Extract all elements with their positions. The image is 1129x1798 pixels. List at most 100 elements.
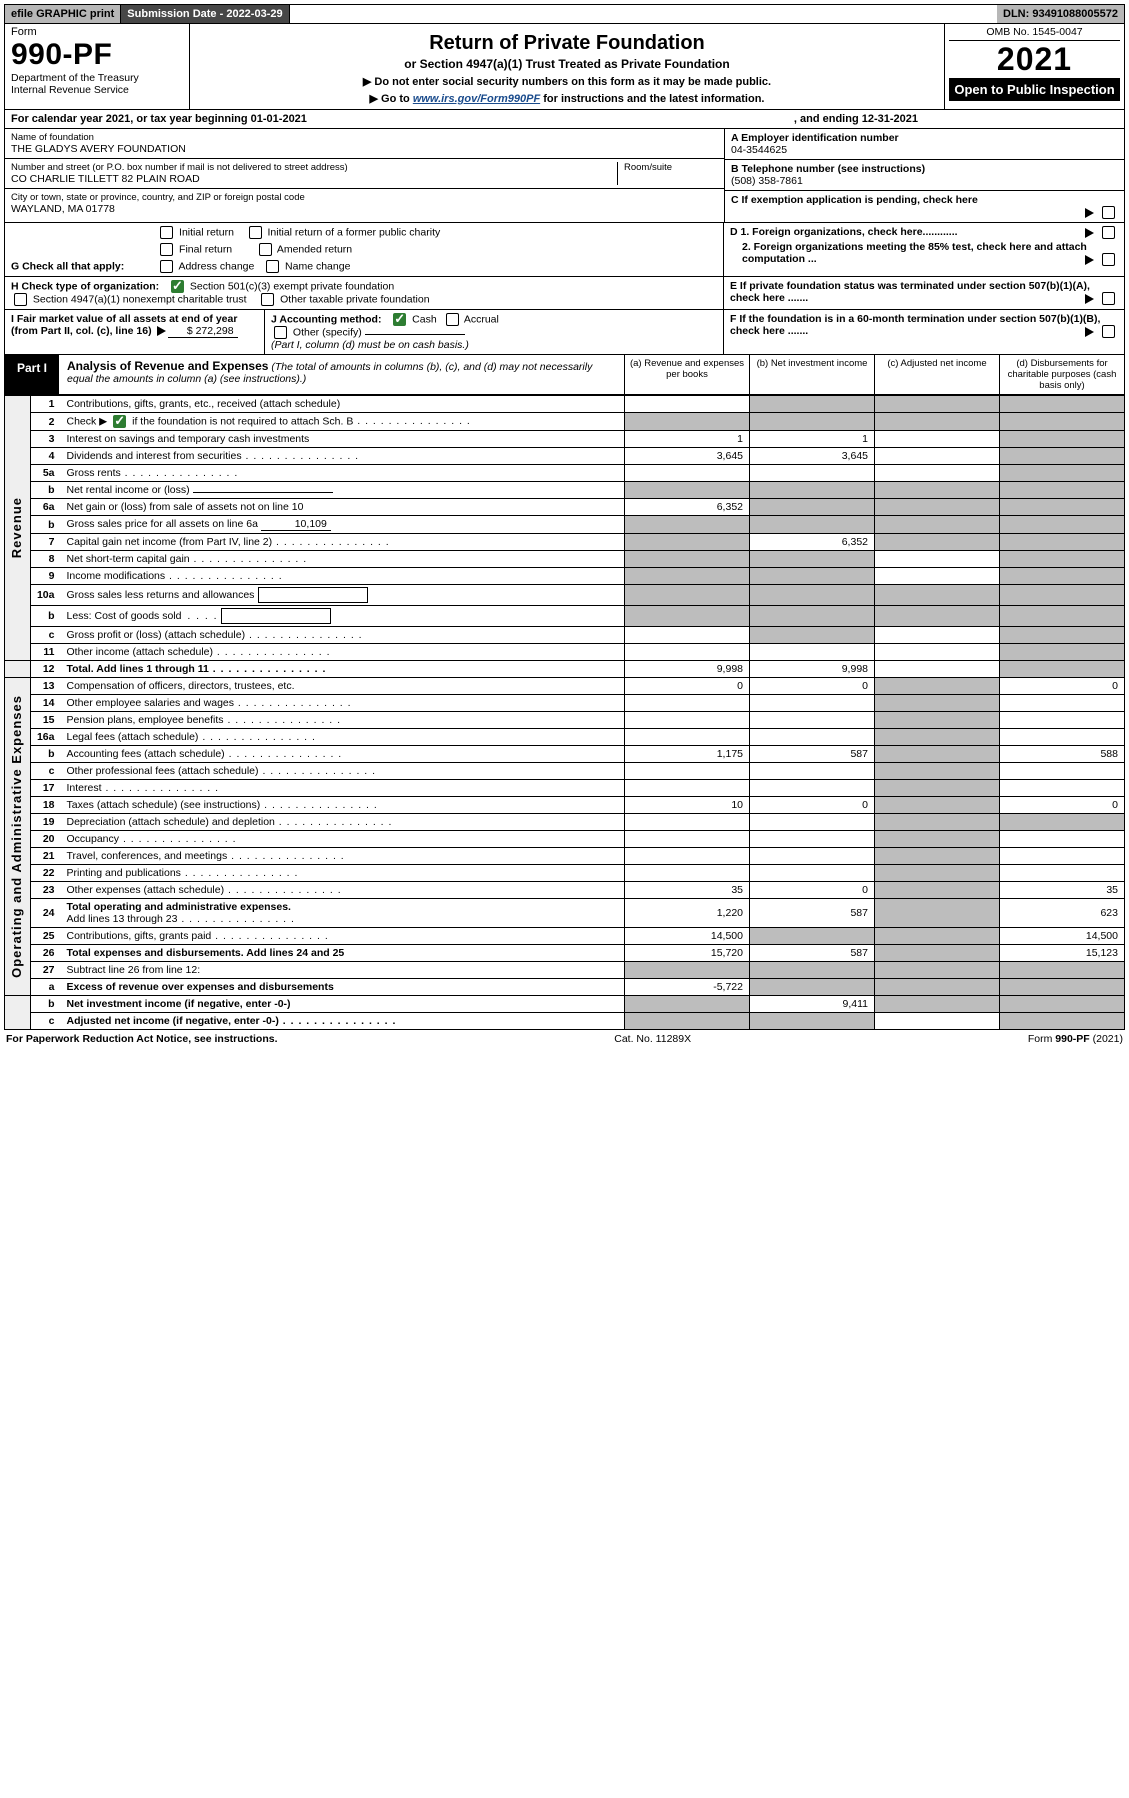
column-headers: (a) Revenue and expenses per books (b) N…	[624, 355, 1124, 394]
table-row: bNet investment income (if negative, ent…	[5, 996, 1125, 1013]
form-subtitle: or Section 4947(a)(1) Trust Treated as P…	[196, 57, 938, 71]
col-a-header: (a) Revenue and expenses per books	[624, 355, 749, 394]
form-header: Form 990-PF Department of the Treasury I…	[4, 24, 1125, 110]
f-checkbox[interactable]	[1102, 325, 1115, 338]
final-return-checkbox[interactable]	[160, 243, 173, 256]
table-row: 23Other expenses (attach schedule)35035	[5, 882, 1125, 899]
telephone-cell: B Telephone number (see instructions) (5…	[725, 160, 1124, 191]
g-d-row: G Check all that apply: Initial return I…	[4, 223, 1125, 277]
opex-sidebar: Operating and Administrative Expenses	[5, 678, 31, 996]
g-label: G Check all that apply:	[11, 260, 124, 272]
table-row: 27Subtract line 26 from line 12:	[5, 962, 1125, 979]
accrual-checkbox[interactable]	[446, 313, 459, 326]
table-row: 8Net short-term capital gain	[5, 551, 1125, 568]
goto-link-line: ▶ Go to www.irs.gov/Form990PF for instru…	[196, 92, 938, 105]
d1-checkbox[interactable]	[1102, 226, 1115, 239]
table-row: cGross profit or (loss) (attach schedule…	[5, 627, 1125, 644]
header-right: OMB No. 1545-0047 2021 Open to Public In…	[944, 24, 1124, 109]
table-row: Operating and Administrative Expenses 13…	[5, 678, 1125, 695]
i-j-f-row: I Fair market value of all assets at end…	[4, 310, 1125, 355]
table-row: 15Pension plans, employee benefits	[5, 712, 1125, 729]
table-row: 17Interest	[5, 780, 1125, 797]
501c3-checkbox[interactable]	[171, 280, 184, 293]
table-row: Revenue 1Contributions, gifts, grants, e…	[5, 396, 1125, 413]
table-row: 26Total expenses and disbursements. Add …	[5, 945, 1125, 962]
foundation-name: THE GLADYS AVERY FOUNDATION	[11, 143, 718, 155]
revenue-sidebar: Revenue	[5, 396, 31, 661]
col-d-header: (d) Disbursements for charitable purpose…	[999, 355, 1124, 394]
name-change-checkbox[interactable]	[266, 260, 279, 273]
table-row: 9Income modifications	[5, 568, 1125, 585]
room-suite-label: Room/suite	[624, 162, 714, 173]
other-method-checkbox[interactable]	[274, 326, 287, 339]
part1-table: Revenue 1Contributions, gifts, grants, e…	[4, 395, 1125, 1030]
part1-header: Part I Analysis of Revenue and Expenses …	[4, 355, 1125, 395]
4947a1-checkbox[interactable]	[14, 293, 27, 306]
part1-description: Analysis of Revenue and Expenses (The to…	[59, 355, 624, 394]
c-exemption-cell: C If exemption application is pending, c…	[725, 191, 1124, 222]
h-e-row: H Check type of organization: Section 50…	[4, 277, 1125, 310]
j-note: (Part I, column (d) must be on cash basi…	[271, 339, 469, 351]
catalog-number: Cat. No. 11289X	[278, 1033, 1028, 1045]
address-cell: Number and street (or P.O. box number if…	[5, 159, 724, 189]
table-row: 16aLegal fees (attach schedule)	[5, 729, 1125, 746]
j-label: J Accounting method:	[271, 313, 381, 325]
e-label: E If private foundation status was termi…	[730, 280, 1090, 304]
irs-label: Internal Revenue Service	[11, 84, 183, 96]
submission-date: Submission Date - 2022-03-29	[121, 5, 289, 23]
form-title: Return of Private Foundation	[196, 32, 938, 55]
table-row: 20Occupancy	[5, 831, 1125, 848]
dept-treasury: Department of the Treasury	[11, 72, 183, 84]
ssn-warning: ▶ Do not enter social security numbers o…	[196, 75, 938, 88]
foundation-name-cell: Name of foundation THE GLADYS AVERY FOUN…	[5, 129, 724, 159]
dln: DLN: 93491088005572	[997, 5, 1124, 23]
d1-label: D 1. Foreign organizations, check here..…	[730, 226, 958, 238]
table-row: 21Travel, conferences, and meetings	[5, 848, 1125, 865]
table-row: 18Taxes (attach schedule) (see instructi…	[5, 797, 1125, 814]
e-checkbox[interactable]	[1102, 292, 1115, 305]
table-row: 7Capital gain net income (from Part IV, …	[5, 534, 1125, 551]
table-row: 5aGross rents	[5, 465, 1125, 482]
omb-number: OMB No. 1545-0047	[949, 26, 1120, 41]
form-word: Form	[11, 26, 183, 38]
table-row: 12Total. Add lines 1 through 119,9989,99…	[5, 661, 1125, 678]
table-row: aExcess of revenue over expenses and dis…	[5, 979, 1125, 996]
table-row: bNet rental income or (loss)	[5, 482, 1125, 499]
table-row: cAdjusted net income (if negative, enter…	[5, 1013, 1125, 1030]
arrow-icon	[1085, 208, 1094, 218]
cash-checkbox[interactable]	[393, 313, 406, 326]
other-taxable-checkbox[interactable]	[261, 293, 274, 306]
form-title-block: Return of Private Foundation or Section …	[190, 24, 944, 109]
table-row: cOther professional fees (attach schedul…	[5, 763, 1125, 780]
ein: 04-3544625	[731, 144, 1118, 156]
table-row: 24Total operating and administrative exp…	[5, 899, 1125, 928]
initial-return-checkbox[interactable]	[160, 226, 173, 239]
table-row: 22Printing and publications	[5, 865, 1125, 882]
amended-return-checkbox[interactable]	[259, 243, 272, 256]
telephone: (508) 358-7861	[731, 175, 1118, 187]
table-row: 25Contributions, gifts, grants paid14,50…	[5, 928, 1125, 945]
c-checkbox[interactable]	[1102, 206, 1115, 219]
table-row: 19Depreciation (attach schedule) and dep…	[5, 814, 1125, 831]
d2-checkbox[interactable]	[1102, 253, 1115, 266]
table-row: 10aGross sales less returns and allowanc…	[5, 585, 1125, 606]
entity-info: Name of foundation THE GLADYS AVERY FOUN…	[4, 129, 1125, 223]
table-row: 3Interest on savings and temporary cash …	[5, 431, 1125, 448]
paperwork-notice: For Paperwork Reduction Act Notice, see …	[6, 1033, 278, 1045]
table-row: bAccounting fees (attach schedule)1,1755…	[5, 746, 1125, 763]
d2-label: 2. Foreign organizations meeting the 85%…	[742, 241, 1087, 265]
page-footer: For Paperwork Reduction Act Notice, see …	[4, 1030, 1125, 1048]
city-cell: City or town, state or province, country…	[5, 189, 724, 218]
form-ref: Form 990-PF (2021)	[1028, 1033, 1123, 1045]
sch-b-checkbox[interactable]	[113, 415, 126, 428]
table-row: 14Other employee salaries and wages	[5, 695, 1125, 712]
initial-return-former-checkbox[interactable]	[249, 226, 262, 239]
instructions-link[interactable]: www.irs.gov/Form990PF	[413, 93, 540, 105]
col-b-header: (b) Net investment income	[749, 355, 874, 394]
efile-print[interactable]: efile GRAPHIC print	[5, 5, 121, 23]
part1-tab: Part I	[5, 355, 59, 394]
col-c-header: (c) Adjusted net income	[874, 355, 999, 394]
table-row: 2 Check ▶ if the foundation is not requi…	[5, 413, 1125, 431]
calendar-year-row: For calendar year 2021, or tax year begi…	[4, 110, 1125, 129]
address-change-checkbox[interactable]	[160, 260, 173, 273]
